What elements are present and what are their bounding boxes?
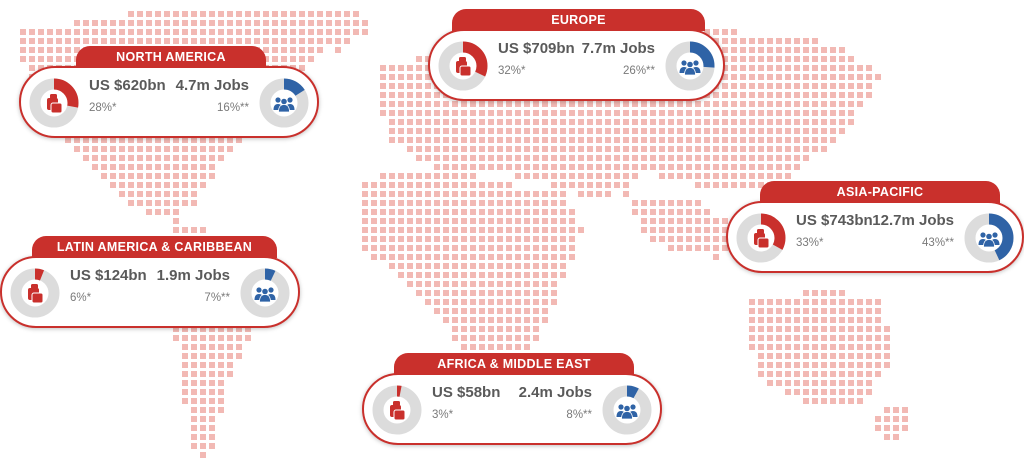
people-group-icon bbox=[978, 232, 1000, 248]
region-title: LATIN AMERICA & CARIBBEAN bbox=[32, 236, 277, 258]
jobs-share-donut bbox=[665, 41, 715, 91]
gdp-share: 33%* bbox=[796, 237, 824, 249]
region-card-asia-pacific: ASIA-PACIFIC US $743bn 33%* 12.7m Jobs 4… bbox=[726, 181, 1024, 273]
gdp-share-donut bbox=[10, 268, 60, 318]
gdp-share-donut bbox=[372, 385, 422, 435]
donut-segment bbox=[240, 268, 290, 318]
jobs-share-donut bbox=[602, 385, 652, 435]
donut-segment bbox=[736, 213, 786, 263]
gdp-share-donut bbox=[438, 41, 488, 91]
gdp-value: US $743bn bbox=[796, 212, 873, 229]
gdp-value: US $709bn bbox=[498, 40, 575, 57]
jobs-share: 7%** bbox=[204, 292, 230, 304]
gdp-share: 32%* bbox=[498, 65, 526, 77]
donut-segment bbox=[372, 385, 422, 435]
jobs-value: 1.9m Jobs bbox=[156, 267, 230, 284]
jobs-share: 16%** bbox=[217, 102, 249, 114]
coin-stack-icon bbox=[28, 284, 44, 304]
gdp-share: 3%* bbox=[432, 409, 454, 421]
region-card-north-america: NORTH AMERICA US $620bn 28%* 4.7m Jobs 1… bbox=[19, 46, 319, 138]
region-title: AFRICA & MIDDLE EAST bbox=[394, 353, 634, 375]
jobs-value: 4.7m Jobs bbox=[175, 77, 249, 94]
jobs-share: 26%** bbox=[623, 65, 655, 77]
jobs-share-donut bbox=[964, 213, 1014, 263]
region-card-africa-middle-east: AFRICA & MIDDLE EAST US $58bn 3%* 2.4m J… bbox=[362, 353, 662, 445]
region-card-europe: EUROPE US $709bn 32%* 7.7m Jobs 26%** bbox=[428, 9, 725, 101]
region-title: NORTH AMERICA bbox=[76, 46, 266, 68]
donut-segment bbox=[10, 268, 60, 318]
coin-stack-icon bbox=[456, 57, 472, 77]
gdp-value: US $620bn bbox=[89, 77, 166, 94]
region-title: ASIA-PACIFIC bbox=[760, 181, 1000, 203]
people-group-icon bbox=[254, 287, 276, 303]
donut-segment bbox=[438, 41, 488, 91]
gdp-share-donut bbox=[736, 213, 786, 263]
gdp-value: US $58bn bbox=[432, 384, 501, 401]
jobs-value: 2.4m Jobs bbox=[518, 384, 592, 401]
people-group-icon bbox=[273, 97, 295, 113]
gdp-value: US $124bn bbox=[70, 267, 147, 284]
donut-segment bbox=[602, 385, 652, 435]
donut-segment bbox=[259, 78, 309, 128]
jobs-value: 7.7m Jobs bbox=[581, 40, 655, 57]
donut-segment bbox=[665, 41, 715, 91]
region-title: EUROPE bbox=[452, 9, 705, 31]
coin-stack-icon bbox=[390, 401, 406, 421]
coin-stack-icon bbox=[754, 229, 770, 249]
gdp-share: 6%* bbox=[70, 292, 92, 304]
donut-segment bbox=[964, 213, 1014, 263]
jobs-share: 43%** bbox=[922, 237, 954, 249]
jobs-share-donut bbox=[240, 268, 290, 318]
people-group-icon bbox=[616, 404, 638, 420]
jobs-share-donut bbox=[259, 78, 309, 128]
jobs-share: 8%** bbox=[566, 409, 592, 421]
coin-stack-icon bbox=[47, 94, 63, 114]
gdp-share: 28%* bbox=[89, 102, 117, 114]
region-card-latin-america: LATIN AMERICA & CARIBBEAN US $124bn 6%* … bbox=[0, 236, 300, 328]
gdp-share-donut bbox=[29, 78, 79, 128]
donut-segment bbox=[29, 78, 79, 128]
people-group-icon bbox=[679, 60, 701, 76]
jobs-value: 12.7m Jobs bbox=[872, 212, 954, 229]
